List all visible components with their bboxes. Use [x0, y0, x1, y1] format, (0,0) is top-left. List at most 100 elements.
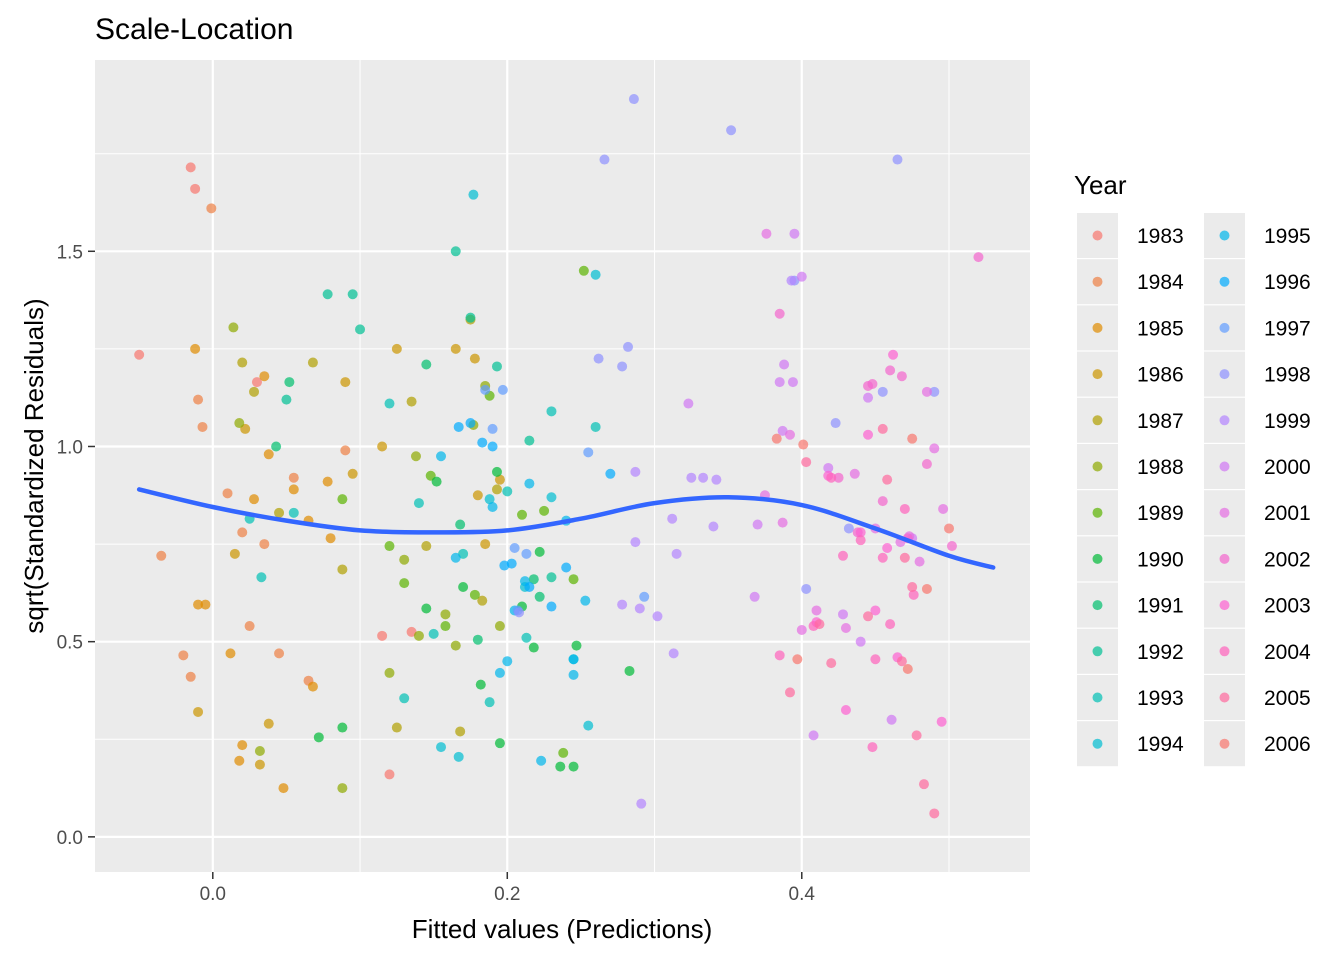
legend-label: 1986 — [1137, 364, 1184, 387]
point-1994 — [484, 494, 495, 505]
point-1988 — [410, 451, 421, 462]
point-1989 — [558, 747, 569, 758]
point-1986 — [472, 490, 483, 501]
point-1991 — [284, 377, 295, 388]
point-2004 — [885, 619, 896, 630]
point-1985 — [259, 371, 270, 382]
point-1989 — [568, 574, 579, 585]
legend-swatch — [1092, 461, 1103, 472]
legend-label: 1995 — [1264, 225, 1311, 248]
point-2000 — [683, 398, 694, 409]
point-1997 — [497, 384, 508, 395]
legend-item-1983: 1983 — [1077, 213, 1184, 258]
point-2001 — [777, 517, 788, 528]
point-1986 — [391, 343, 402, 354]
point-1989 — [469, 589, 480, 600]
point-1987 — [406, 396, 417, 407]
y-axis-ticks: 0.0 0.5 1.0 1.5 — [57, 242, 95, 849]
point-1987 — [249, 386, 260, 397]
point-1990 — [624, 665, 635, 676]
point-1987 — [455, 726, 466, 737]
legend-label: 2003 — [1264, 595, 1311, 618]
point-1989 — [517, 509, 528, 520]
legend-label: 1994 — [1137, 733, 1184, 756]
point-2004 — [838, 550, 848, 561]
legend-swatch — [1219, 276, 1230, 287]
point-2005 — [907, 582, 918, 593]
point-2005 — [863, 611, 874, 622]
legend-swatch — [1219, 738, 1230, 749]
point-2000 — [774, 377, 785, 388]
point-2003 — [840, 704, 851, 715]
point-1988 — [254, 745, 265, 756]
point-1988 — [413, 630, 424, 641]
point-1996 — [465, 418, 476, 429]
point-2000 — [749, 591, 760, 602]
y-axis-title: sqrt(Standardized Residuals) — [19, 298, 49, 633]
point-1994 — [590, 269, 601, 280]
point-1985 — [225, 648, 236, 659]
point-2002 — [774, 308, 785, 319]
point-2006 — [792, 654, 803, 665]
legend-label: 2002 — [1264, 548, 1311, 571]
point-1994 — [453, 751, 464, 762]
point-1995 — [487, 501, 498, 512]
point-1987 — [421, 541, 432, 552]
point-1987 — [307, 357, 318, 368]
point-1983 — [406, 626, 417, 637]
point-2002 — [867, 379, 878, 390]
point-1983 — [377, 630, 388, 641]
legend-swatch — [1092, 692, 1103, 703]
point-1998 — [623, 341, 634, 352]
point-2002 — [885, 365, 896, 376]
point-2005 — [877, 423, 888, 434]
point-2003 — [888, 349, 899, 360]
point-2002 — [896, 371, 907, 382]
point-2002 — [946, 541, 957, 552]
point-2001 — [914, 556, 925, 567]
point-1985 — [288, 484, 299, 495]
legend-swatch — [1219, 461, 1230, 472]
point-1998 — [830, 418, 841, 429]
point-1987 — [274, 507, 285, 518]
point-1998 — [514, 607, 525, 618]
point-1992 — [524, 435, 535, 446]
point-1983 — [384, 769, 395, 780]
point-1995 — [580, 595, 591, 606]
x-axis-title: Fitted values (Predictions) — [412, 914, 713, 944]
point-2004 — [826, 472, 837, 483]
point-1990 — [494, 738, 505, 749]
point-1999 — [652, 611, 663, 622]
point-1984 — [222, 488, 233, 499]
point-1985 — [249, 494, 260, 505]
point-2005 — [896, 656, 907, 667]
point-2005 — [801, 457, 812, 468]
point-1993 — [384, 398, 395, 409]
point-1995 — [436, 451, 447, 462]
legend-swatch — [1219, 230, 1230, 241]
point-2000 — [886, 714, 897, 725]
y-tick-label: 0.5 — [57, 633, 83, 654]
point-1987 — [237, 357, 248, 368]
point-1998 — [593, 353, 604, 364]
legend-swatch — [1092, 646, 1103, 657]
point-2003 — [870, 605, 881, 616]
plot-panel — [95, 60, 1030, 872]
point-2005 — [911, 730, 922, 741]
legend-label: 1989 — [1137, 502, 1184, 525]
point-1995 — [450, 552, 461, 563]
point-2001 — [849, 468, 860, 479]
point-1988 — [337, 783, 348, 794]
point-1990 — [421, 603, 432, 614]
x-tick-label: 0.2 — [494, 884, 520, 905]
point-1991 — [534, 591, 545, 602]
point-1989 — [337, 494, 348, 505]
point-2000 — [777, 425, 788, 436]
point-1985 — [325, 533, 336, 544]
point-2004 — [870, 654, 881, 665]
point-2005 — [918, 779, 929, 790]
legend-swatch — [1092, 600, 1103, 611]
point-1987 — [477, 595, 488, 606]
legend-item-1987: 1987 — [1077, 397, 1184, 443]
legend-label: 1988 — [1137, 456, 1184, 479]
